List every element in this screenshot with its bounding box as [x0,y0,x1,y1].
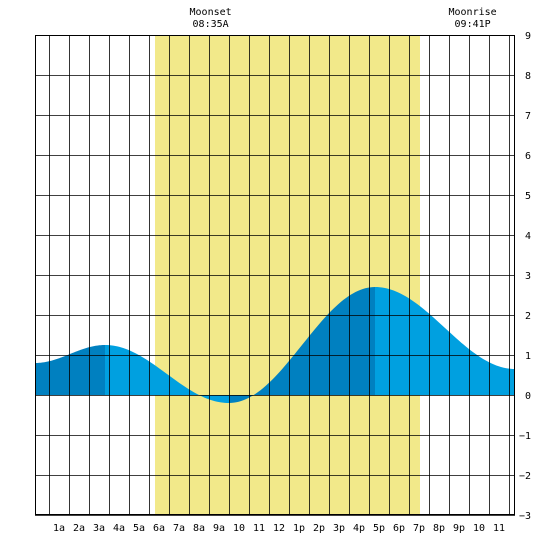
y-tick-label: 5 [525,191,531,202]
y-tick-label: −3 [519,511,531,522]
y-tick-label: 2 [525,311,531,322]
x-tick-label: 2p [313,523,325,534]
x-tick-label: 12 [273,523,285,534]
annotation-time: 08:35A [193,19,229,30]
x-tick-label: 5p [373,523,385,534]
plot-border [35,35,515,515]
y-tick-label: 8 [525,71,531,82]
x-tick-label: 1a [53,523,65,534]
y-tick-label: 7 [525,111,531,122]
x-tick-label: 11 [253,523,265,534]
x-tick-label: 6a [153,523,165,534]
y-tick-label: 9 [525,31,531,42]
x-tick-label: 8a [193,523,205,534]
y-tick-label: 6 [525,151,531,162]
x-tick-label: 3p [333,523,345,534]
x-tick-label: 7p [413,523,425,534]
y-tick-label: 3 [525,271,531,282]
y-tick-label: −1 [519,431,531,442]
annotation-label: Moonset [190,7,232,18]
x-tick-label: 8p [433,523,445,534]
x-tick-label: 9a [213,523,225,534]
x-tick-label: 2a [73,523,85,534]
x-tick-label: 4p [353,523,365,534]
x-tick-label: 11 [493,523,505,534]
tide-falling-area [375,287,515,395]
x-tick-label: 9p [453,523,465,534]
x-tick-label: 4a [113,523,125,534]
y-tick-label: 4 [525,231,531,242]
tide-rising-area [35,345,105,395]
annotation-time: 09:41P [455,19,491,30]
x-tick-label: 1p [293,523,305,534]
grid-lines [35,35,515,516]
x-tick-label: 5a [133,523,145,534]
x-tick-label: 3a [93,523,105,534]
tide-falling-area [105,345,229,403]
x-tick-label: 10 [233,523,245,534]
x-tick-label: 6p [393,523,405,534]
tide-rising-area [229,287,375,403]
y-tick-label: −2 [519,471,531,482]
y-tick-label: 1 [525,351,531,362]
daylight-band [155,35,420,515]
x-tick-label: 10 [473,523,485,534]
y-tick-label: 0 [525,391,531,402]
x-tick-label: 7a [173,523,185,534]
annotation-label: Moonrise [449,7,497,18]
